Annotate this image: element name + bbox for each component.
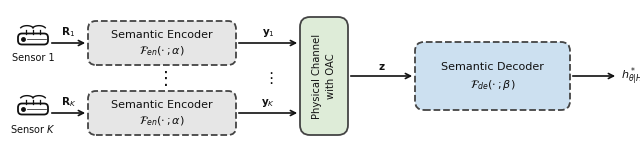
Text: $\mathcal{F}_{de}(\cdot\,;\beta)$: $\mathcal{F}_{de}(\cdot\,;\beta)$ (470, 78, 515, 92)
Text: Physical Channel
with OAC: Physical Channel with OAC (312, 33, 335, 119)
FancyBboxPatch shape (415, 42, 570, 110)
Text: $\mathbf{R}_K$: $\mathbf{R}_K$ (61, 95, 76, 109)
FancyBboxPatch shape (18, 104, 48, 115)
Text: $\vdots$: $\vdots$ (263, 70, 273, 86)
Text: $\vdots$: $\vdots$ (156, 69, 168, 88)
Text: $\mathbf{y}_K$: $\mathbf{y}_K$ (261, 97, 275, 109)
Text: $\mathbf{z}$: $\mathbf{z}$ (378, 62, 385, 72)
Text: $\mathcal{F}_{en}(\cdot\,;\alpha)$: $\mathcal{F}_{en}(\cdot\,;\alpha)$ (139, 44, 185, 58)
FancyBboxPatch shape (300, 17, 348, 135)
Text: Semantic Encoder: Semantic Encoder (111, 100, 213, 110)
FancyBboxPatch shape (88, 21, 236, 65)
Text: $h^*_{\theta|H_1}$: $h^*_{\theta|H_1}$ (621, 65, 640, 87)
FancyBboxPatch shape (18, 33, 48, 44)
Text: $\mathcal{F}_{en}(\cdot\,;\alpha)$: $\mathcal{F}_{en}(\cdot\,;\alpha)$ (139, 114, 185, 128)
Text: Semantic Decoder: Semantic Decoder (441, 62, 544, 72)
Text: $\mathbf{R}_1$: $\mathbf{R}_1$ (61, 25, 76, 39)
Text: Sensor $K$: Sensor $K$ (10, 123, 56, 135)
Text: Semantic Encoder: Semantic Encoder (111, 30, 213, 40)
FancyBboxPatch shape (88, 91, 236, 135)
Text: $\mathbf{y}_1$: $\mathbf{y}_1$ (262, 27, 275, 39)
Text: Sensor 1: Sensor 1 (12, 53, 54, 63)
